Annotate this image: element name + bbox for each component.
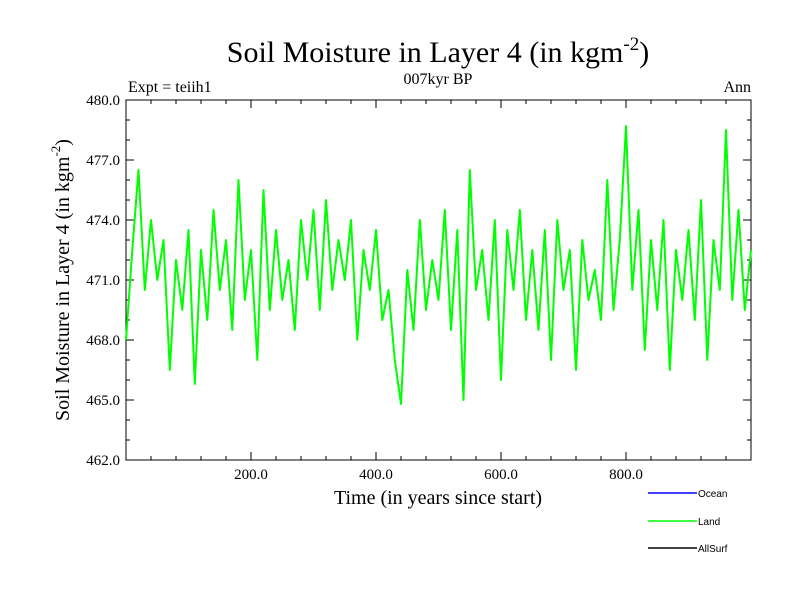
legend: Ocean Land AllSurf	[648, 489, 728, 555]
y-tick-label: 474.0	[86, 213, 120, 229]
legend-label-land: Land	[698, 517, 720, 528]
season-label: Ann	[723, 79, 751, 96]
chart-title: Soil Moisture in Layer 4 (in kgm-2)	[227, 34, 649, 69]
x-tick-label: 800.0	[609, 467, 643, 483]
y-tick-label: 465.0	[86, 393, 120, 409]
y-axis: 462.0 465.0 468.0 471.0 474.0 477.0 480.0	[86, 93, 751, 469]
y-tick-label: 477.0	[86, 153, 120, 169]
y-tick-label: 471.0	[86, 273, 120, 289]
experiment-label: Expt = teiih1	[128, 79, 212, 96]
x-tick-label: 600.0	[484, 467, 518, 483]
y-axis-label: Soil Moisture in Layer 4 (in kgm-2)	[48, 139, 74, 421]
chart-subtitle: 007kyr BP	[404, 71, 473, 88]
x-tick-label: 200.0	[234, 467, 268, 483]
y-tick-label: 480.0	[86, 93, 120, 109]
legend-label-ocean: Ocean	[698, 489, 727, 500]
y-tick-label: 468.0	[86, 333, 120, 349]
x-axis-label: Time (in years since start)	[334, 487, 542, 509]
y-tick-label: 462.0	[86, 453, 120, 469]
x-tick-label: 400.0	[359, 467, 393, 483]
series-land-line	[125, 125, 752, 405]
legend-label-allsurf: AllSurf	[698, 544, 728, 555]
x-axis: 200.0 400.0 600.0 800.0	[150, 100, 727, 483]
